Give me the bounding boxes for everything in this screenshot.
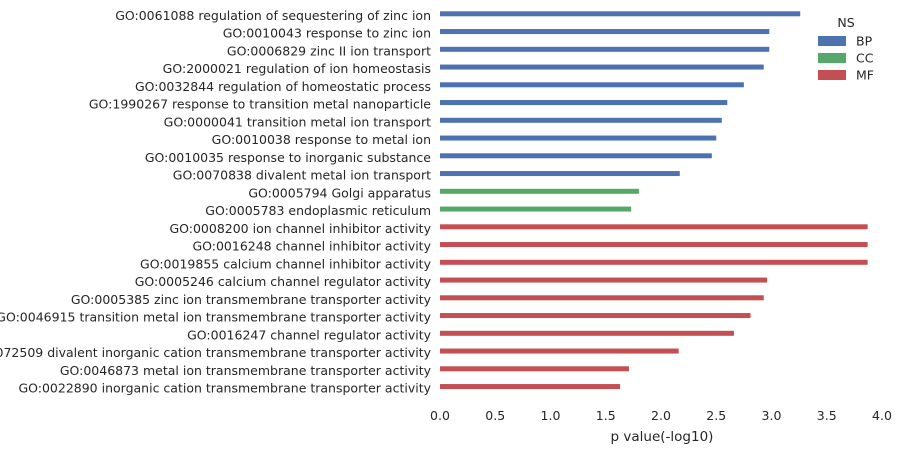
category-label: GO:0010043 response to zinc ion <box>223 26 431 41</box>
category-label: GO:0000041 transition metal ion transpor… <box>164 114 431 129</box>
category-label: GO:0019855 calcium channel inhibitor act… <box>140 256 432 271</box>
bar-bp <box>440 100 728 106</box>
category-label: GO:0005783 endoplasmic reticulum <box>205 203 431 218</box>
x-axis-title: p value(-log10) <box>611 429 714 445</box>
bar-mf <box>440 242 868 248</box>
legend-swatch-mf <box>818 70 846 80</box>
category-label: GO:0016247 channel regulator activity <box>187 327 431 342</box>
bar-bp <box>440 64 764 70</box>
category-label: GO:0022890 inorganic cation transmembran… <box>18 381 431 396</box>
bar-mf <box>440 348 679 354</box>
bar-bp <box>440 82 744 88</box>
category-label: GO:0008200 ion channel inhibitor activit… <box>169 221 431 236</box>
category-label: GO:0016248 channel inhibitor activity <box>192 239 431 254</box>
category-label: GO:1990267 response to transition metal … <box>89 97 431 112</box>
legend-label-bp: BP <box>856 34 873 49</box>
bar-mf <box>440 366 629 372</box>
x-tick-label: 0.5 <box>485 408 505 423</box>
bar-bp <box>440 153 712 159</box>
bar-mf <box>440 330 734 336</box>
x-tick-label: 3.5 <box>817 408 837 423</box>
category-label: GO:0005385 zinc ion transmembrane transp… <box>71 292 432 307</box>
x-tick-label: 1.0 <box>541 408 561 423</box>
category-label: GO:0006829 zinc II ion transport <box>227 43 431 58</box>
x-tick-label: 0.0 <box>430 408 450 423</box>
x-tick-labels: 0.0 0.5 1.0 1.5 2.0 2.5 3.0 3.5 4.0 <box>430 408 892 423</box>
bars-group <box>440 11 868 390</box>
x-tick-label: 4.0 <box>872 408 892 423</box>
category-labels: GO:0061088 regulation of sequestering of… <box>0 8 432 396</box>
category-label: GO:0070838 divalent metal ion transport <box>173 168 431 183</box>
category-label: GO:0046915 transition metal ion transmem… <box>0 310 432 325</box>
bar-mf <box>440 224 868 230</box>
category-label: GO:0032844 regulation of homeostatic pro… <box>135 79 431 94</box>
x-tick-label: 1.5 <box>596 408 616 423</box>
bar-cc <box>440 206 632 212</box>
bar-mf <box>440 259 868 265</box>
category-label: GO:0072509 divalent inorganic cation tra… <box>0 345 432 360</box>
category-label: GO:2000021 regulation of ion homeostasis <box>163 61 431 76</box>
legend-label-mf: MF <box>856 68 874 83</box>
category-label: GO:0005246 calcium channel regulator act… <box>135 274 432 289</box>
bar-mf <box>440 313 751 319</box>
legend: NS BP CC MF <box>818 15 874 83</box>
x-tick-label: 2.5 <box>706 408 726 423</box>
legend-swatch-cc <box>818 53 846 63</box>
bar-mf <box>440 384 621 390</box>
category-label: GO:0046873 metal ion transmembrane trans… <box>60 363 432 378</box>
x-tick-label: 3.0 <box>762 408 782 423</box>
bar-bp <box>440 117 722 123</box>
category-label: GO:0010038 response to metal ion <box>212 132 431 147</box>
legend-title: NS <box>837 15 854 30</box>
x-tick-label: 2.0 <box>651 408 671 423</box>
category-label: GO:0010035 response to inorganic substan… <box>145 150 431 165</box>
bar-bp <box>440 11 801 17</box>
bar-cc <box>440 188 639 194</box>
bar-mf <box>440 295 764 301</box>
bar-bp <box>440 29 770 35</box>
legend-label-cc: CC <box>856 51 874 66</box>
category-label: GO:0061088 regulation of sequestering of… <box>115 8 431 23</box>
bar-bp <box>440 135 717 141</box>
bar-bp <box>440 171 680 177</box>
category-label: GO:0005794 Golgi apparatus <box>248 185 431 200</box>
bar-bp <box>440 46 770 52</box>
bar-mf <box>440 277 768 283</box>
legend-swatch-bp <box>818 36 846 46</box>
